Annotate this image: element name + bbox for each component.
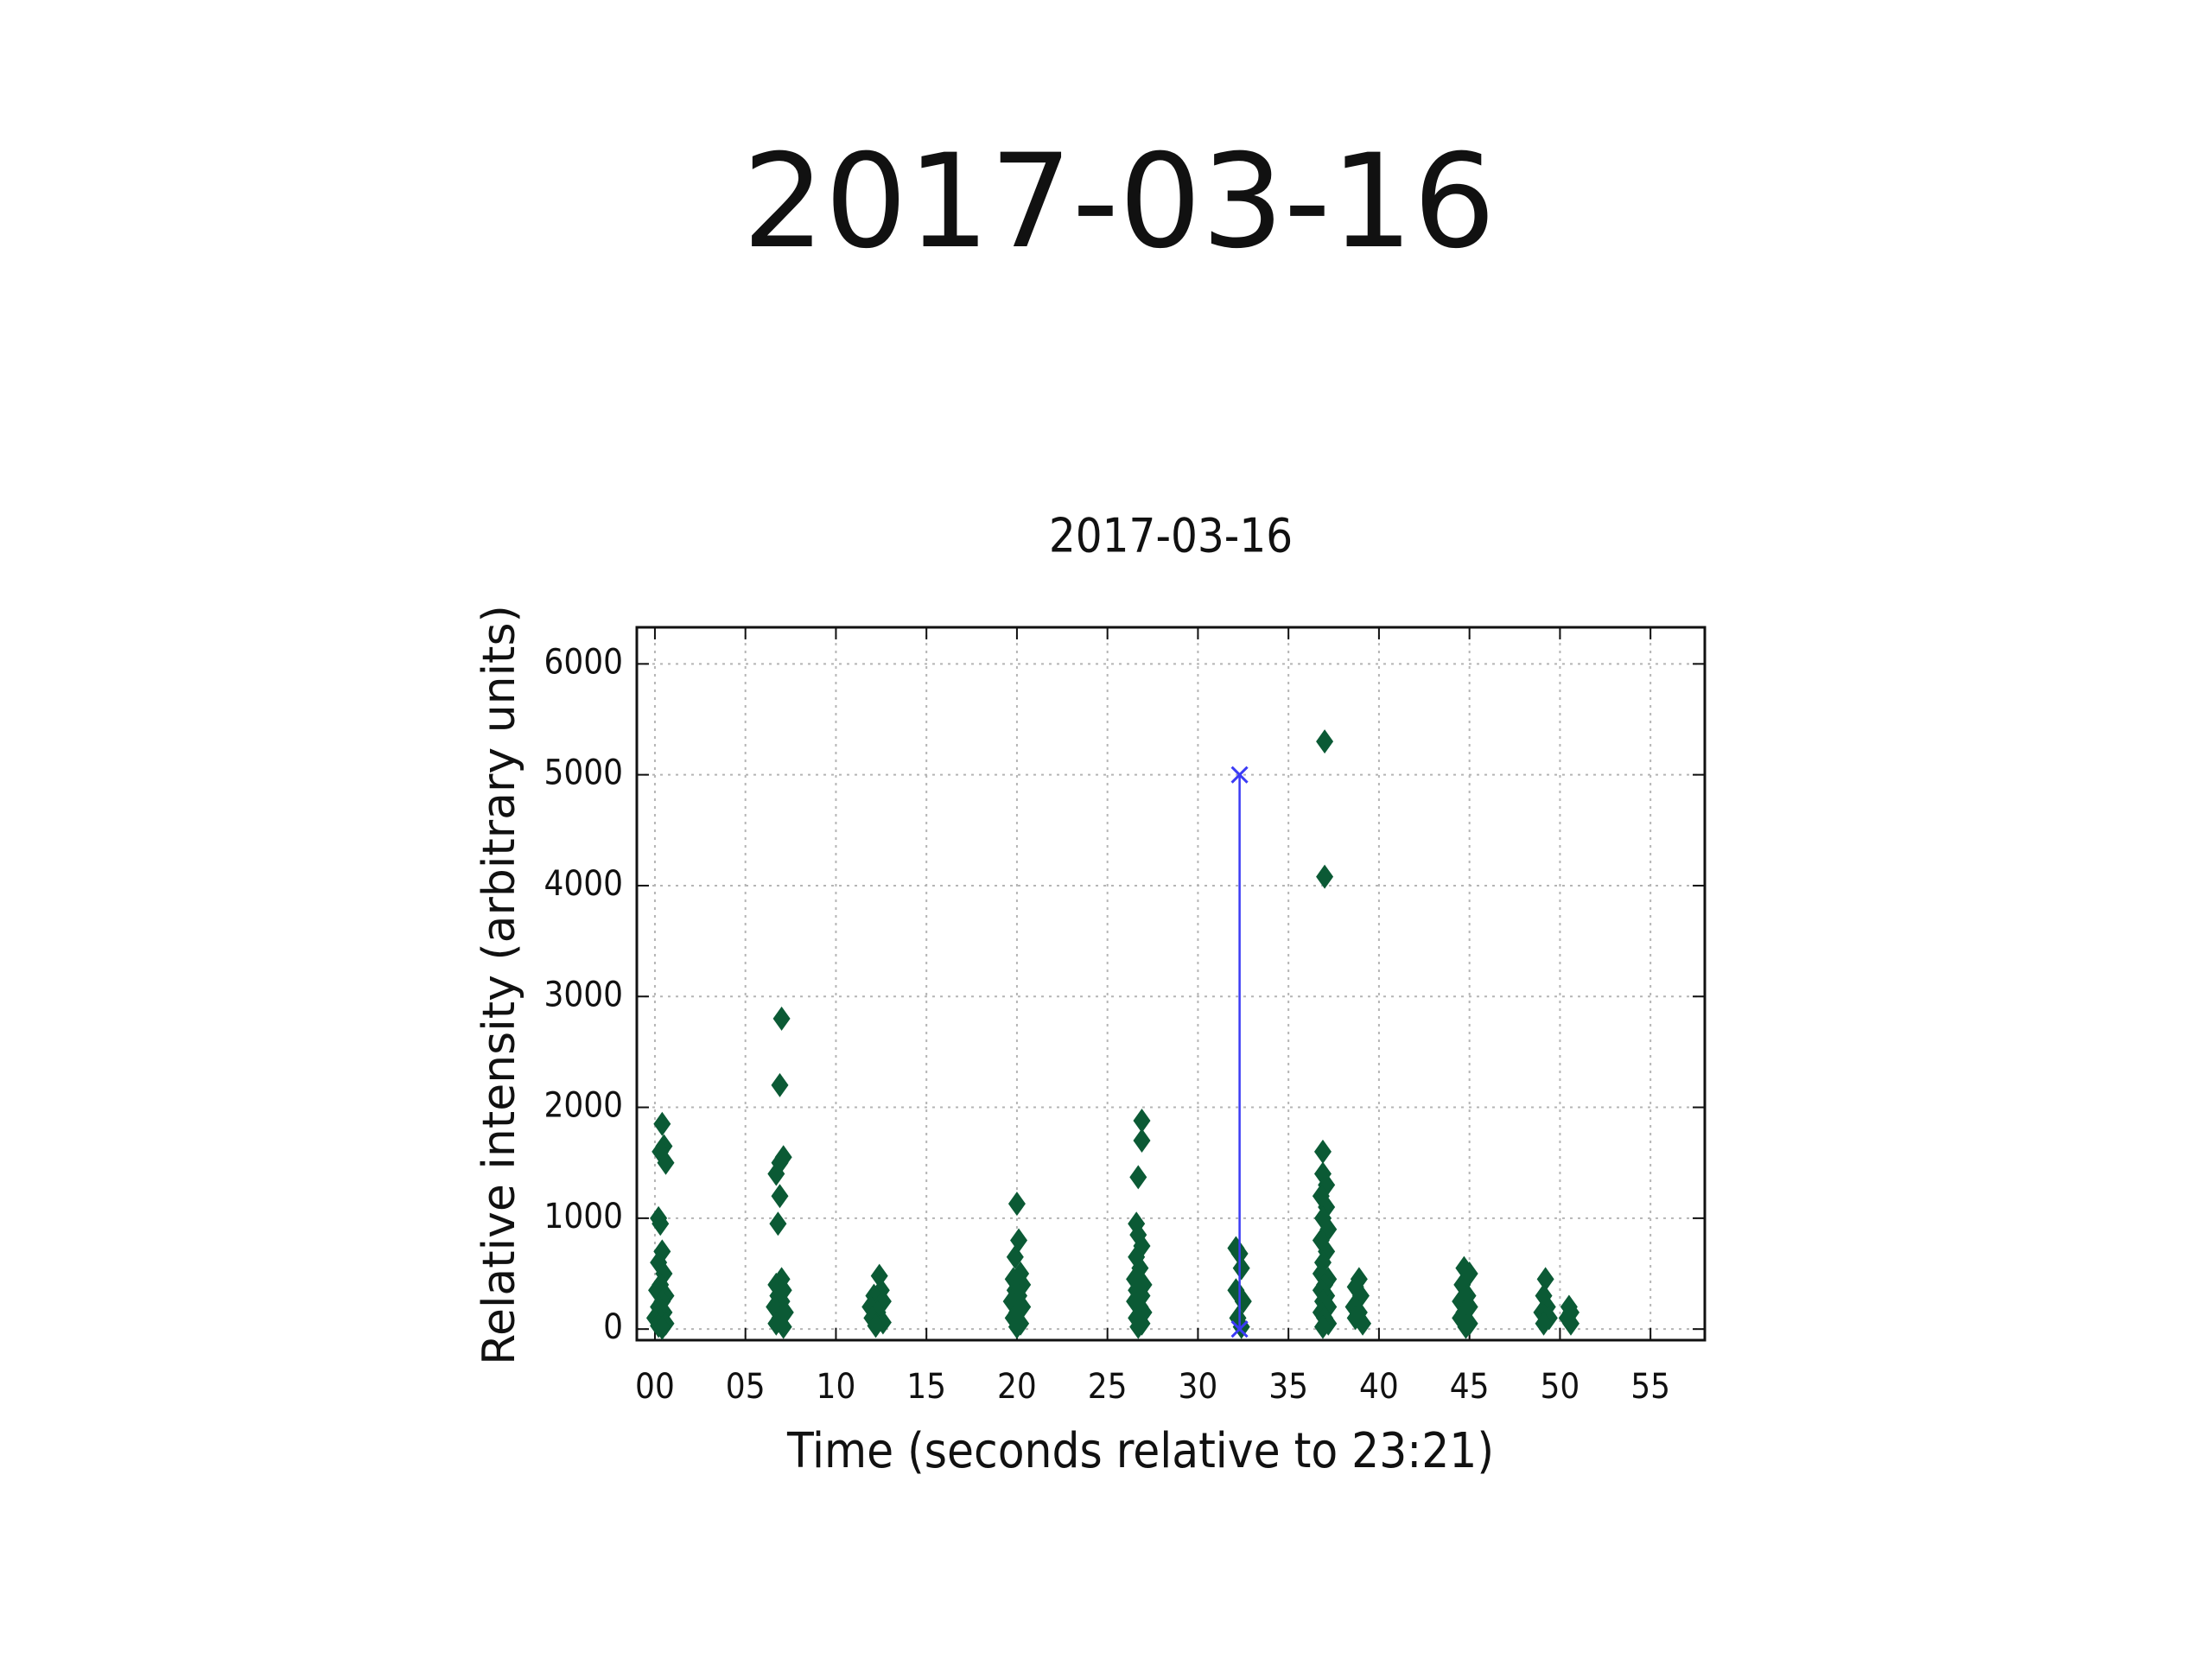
data-point	[1129, 1165, 1147, 1190]
data-point	[867, 1313, 885, 1338]
data-point	[1133, 1128, 1151, 1154]
data-point	[1230, 766, 1249, 784]
x-tick-label: 15	[906, 1367, 946, 1407]
y-tick-label: 0	[603, 1307, 623, 1347]
data-point	[772, 1006, 791, 1031]
plot-area: 0 1000 2000 3000 4000 5000 6000 00 05 10 15 20 25 30 3…	[543, 626, 1707, 1407]
data-point	[771, 1184, 789, 1209]
x-tick-label: 20	[997, 1367, 1037, 1407]
data-point	[1536, 1267, 1554, 1292]
y-tick-label: 3000	[543, 975, 623, 1014]
x-tick-label: 25	[1088, 1367, 1128, 1407]
data-point	[771, 1072, 789, 1097]
data-point	[657, 1150, 675, 1175]
x-tick-label: 45	[1450, 1367, 1490, 1407]
x-tick-label: 55	[1630, 1367, 1670, 1407]
x-tick-label: 10	[817, 1367, 856, 1407]
data-point	[1316, 864, 1334, 889]
data-point	[653, 1315, 671, 1340]
x-tick-label: 35	[1268, 1367, 1308, 1407]
data-point	[1007, 1192, 1026, 1217]
data-point	[1316, 729, 1334, 754]
data-point	[769, 1211, 787, 1236]
y-axis-label: Relative intensity (arbitrary units)	[474, 605, 525, 1365]
data-point	[1232, 1255, 1250, 1281]
slide-title: 2017-03-16	[742, 127, 1496, 277]
data-point	[1535, 1311, 1553, 1336]
chart-title: 2017-03-16	[1049, 509, 1293, 563]
x-tick-label: 05	[726, 1367, 766, 1407]
y-tick-label: 6000	[543, 642, 623, 682]
data-point	[653, 1111, 671, 1136]
x-tick-label: 00	[635, 1367, 675, 1407]
data-point	[767, 1161, 785, 1186]
data-point	[1561, 1311, 1580, 1336]
y-tick-label: 4000	[543, 864, 623, 904]
data-point	[1133, 1108, 1151, 1133]
x-tick-label: 30	[1179, 1367, 1218, 1407]
data-point	[1129, 1314, 1147, 1339]
data-point	[1457, 1314, 1475, 1339]
x-tick-label: 40	[1359, 1367, 1399, 1407]
data-point	[652, 1211, 670, 1236]
x-tick-label: 50	[1541, 1367, 1580, 1407]
plot-frame	[635, 626, 1707, 1342]
data-point	[1230, 1320, 1249, 1338]
data-point	[1006, 1244, 1024, 1269]
data-point	[1313, 1139, 1332, 1164]
x-axis-label: Time (seconds relative to 23:21)	[786, 1423, 1494, 1479]
y-tick-label: 5000	[543, 753, 623, 793]
data-point	[774, 1314, 792, 1339]
y-tick-label: 1000	[543, 1197, 623, 1236]
y-tick-label: 2000	[543, 1086, 623, 1126]
data-point	[1313, 1314, 1332, 1339]
data-point	[1007, 1314, 1026, 1339]
data-point	[1354, 1311, 1372, 1336]
